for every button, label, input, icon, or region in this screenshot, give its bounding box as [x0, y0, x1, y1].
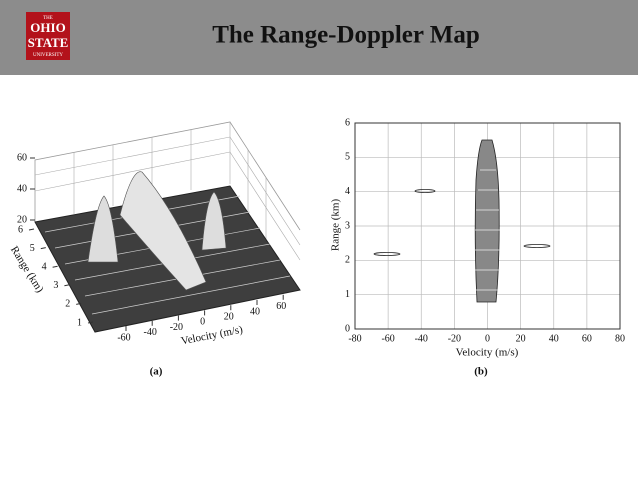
- y-tick-label: 3: [345, 220, 350, 231]
- x-tick-label: 0: [485, 333, 490, 344]
- contours: [373, 139, 551, 303]
- x-tick-label: -40: [415, 333, 428, 344]
- y-tick: [76, 302, 82, 305]
- y-tick: [28, 228, 35, 231]
- x-tick-label: -60: [117, 332, 130, 343]
- z-tick-label: 20: [17, 214, 27, 225]
- ridge: [119, 171, 207, 291]
- x-tick-label: 40: [250, 306, 260, 317]
- y-tick-label: 3: [53, 280, 58, 291]
- plot-frame: [354, 122, 621, 330]
- z-tick-label: 60: [17, 152, 27, 163]
- x-tick-label: 40: [549, 333, 559, 344]
- peak: [87, 195, 119, 263]
- x-tick-label: 20: [516, 333, 526, 344]
- caption: (b): [474, 366, 488, 378]
- y-tick: [64, 284, 70, 287]
- x-tick-label: -40: [144, 327, 157, 338]
- y-tick-label: 6: [18, 224, 23, 235]
- x-tick-label: -20: [170, 322, 183, 333]
- x-axis-label: Velocity (m/s): [456, 347, 519, 359]
- x-tick-label: -20: [448, 333, 461, 344]
- z-tick-label: 40: [17, 183, 27, 194]
- x-tick-label: 0: [200, 317, 205, 328]
- x-tick-label: 80: [615, 333, 625, 344]
- target: [414, 189, 436, 193]
- logo-text: UNIVERSITY: [33, 53, 63, 58]
- logo-text: OHIO: [30, 20, 65, 35]
- y-tick: [40, 247, 46, 250]
- y-tick: [52, 265, 58, 268]
- back-grid: [34, 122, 301, 261]
- peak: [201, 191, 227, 251]
- y-tick-label: 4: [345, 186, 350, 197]
- y-tick-label: 6: [345, 117, 350, 128]
- logo: [26, 12, 70, 60]
- y-tick-label: 5: [30, 243, 35, 254]
- x-axis-label: Velocity (m/s): [180, 324, 244, 348]
- x-tick-label: 20: [224, 311, 234, 322]
- y-tick-label: 2: [345, 255, 350, 266]
- x-tick-label: 60: [582, 333, 592, 344]
- y-tick-label: 5: [345, 152, 350, 163]
- x-tick-label: -60: [381, 333, 394, 344]
- slide-title: The Range-Doppler Map: [212, 22, 480, 49]
- clutter-texture: [474, 169, 500, 291]
- y-tick-label: 1: [77, 317, 82, 328]
- logo-text: THE: [43, 16, 53, 21]
- caption: (a): [150, 366, 163, 378]
- x-tick-label: 60: [276, 301, 286, 312]
- surface-plot: [34, 121, 301, 333]
- y-tick-label: 0: [345, 323, 350, 334]
- target: [523, 244, 551, 248]
- y-tick-label: 2: [65, 299, 70, 310]
- y-tick-label: 4: [42, 261, 47, 272]
- y-tick: [87, 321, 94, 324]
- y-axis-label: Range (km): [8, 244, 46, 295]
- y-tick-label: 1: [345, 289, 350, 300]
- y-axis-label: Range (km): [330, 199, 342, 252]
- x-tick-label: -80: [348, 333, 361, 344]
- target: [373, 252, 401, 256]
- logo-text: STATE: [28, 35, 69, 50]
- clutter: [474, 139, 500, 303]
- header-bar: [0, 0, 638, 75]
